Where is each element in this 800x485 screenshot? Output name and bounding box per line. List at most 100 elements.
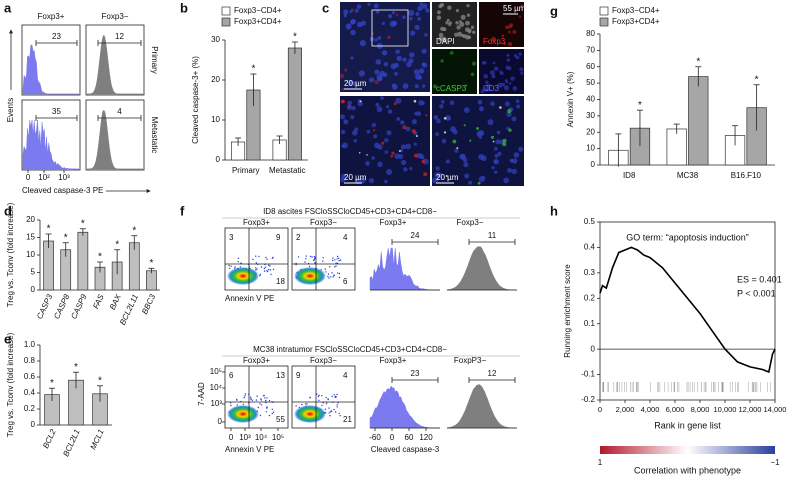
cell	[480, 155, 487, 162]
cell	[343, 14, 347, 18]
event-dot	[266, 270, 269, 273]
cell	[340, 177, 346, 183]
panel-label: f	[180, 203, 185, 218]
event-dot	[331, 272, 333, 274]
cell	[470, 25, 475, 29]
cell	[352, 81, 358, 86]
cell	[437, 10, 441, 15]
x-tick-label: BBC3	[140, 292, 157, 315]
gate-percent: 12	[488, 369, 497, 378]
cell	[421, 159, 425, 164]
x-tick-label: 0	[26, 173, 31, 182]
cell	[459, 153, 466, 160]
cell	[507, 42, 513, 47]
panel-label: d	[4, 203, 12, 218]
x-tick-label: 12,000	[739, 405, 762, 414]
dot-plot-title: Foxp3+	[243, 218, 270, 227]
event-dot	[255, 267, 257, 269]
cell	[377, 144, 383, 150]
cell	[343, 9, 349, 15]
cell	[445, 115, 451, 121]
event-dot	[264, 266, 267, 268]
cell	[417, 17, 422, 21]
event-dot	[337, 272, 339, 274]
event-dot	[272, 411, 275, 413]
group-title: MC38 intratumor FSCloSSCloCD45+CD3+CD4+C…	[253, 345, 447, 354]
event-dot	[324, 268, 326, 270]
cell	[468, 30, 471, 34]
y-tick-label: 20	[26, 215, 35, 224]
cell	[495, 139, 501, 145]
event-dot	[265, 256, 267, 259]
dot-plot-frame	[291, 227, 356, 291]
cell	[449, 21, 452, 25]
event-dot	[335, 265, 337, 267]
x-tick-label: 6,000	[666, 405, 685, 414]
histogram-frame	[85, 24, 145, 96]
cell	[519, 67, 524, 72]
legend-swatch	[221, 6, 231, 16]
cell	[445, 21, 449, 25]
histogram-shape	[22, 44, 79, 95]
cell	[409, 52, 415, 58]
cell	[493, 66, 499, 71]
cell	[414, 24, 420, 30]
cell	[402, 125, 407, 130]
cell	[381, 50, 388, 56]
event-dot	[309, 396, 311, 398]
y-tick-label: 0	[218, 417, 223, 426]
cell	[375, 102, 380, 107]
quadrant-percent: 9	[296, 371, 301, 380]
event-dot	[255, 255, 257, 257]
event-dot	[334, 266, 336, 268]
cell	[371, 156, 375, 160]
cell	[422, 84, 426, 88]
cell	[518, 52, 522, 56]
cell	[432, 84, 437, 89]
x-tick-label: 10,000	[714, 405, 737, 414]
event-dot	[335, 262, 337, 264]
legend-swatch	[221, 17, 231, 27]
cell	[436, 172, 443, 179]
cell	[503, 177, 510, 184]
event-dot	[317, 395, 320, 398]
cell	[395, 13, 399, 17]
cell	[509, 23, 513, 27]
cell	[374, 79, 379, 85]
event-dot	[336, 255, 339, 258]
density-cloud	[294, 267, 326, 285]
y-tick-label: 0.2	[24, 404, 36, 413]
cell	[438, 36, 443, 41]
cell	[350, 115, 355, 120]
y-tick-label: 30	[211, 35, 220, 44]
cell	[510, 159, 514, 163]
cell	[502, 138, 507, 143]
cell	[368, 178, 375, 184]
cell	[383, 61, 389, 67]
cell	[377, 36, 382, 40]
event-dot	[268, 268, 270, 271]
cell	[443, 117, 447, 120]
legend-label: Foxp3+CD4+	[612, 17, 660, 26]
event-dot	[327, 275, 329, 278]
significance-marker: *	[132, 225, 136, 236]
gate-percent: 35	[52, 107, 61, 116]
y-tick-label: 0.3	[584, 268, 596, 277]
x-axis-label: Annexin V PE	[225, 294, 274, 303]
y-tick-label: 10	[586, 144, 595, 153]
cell	[373, 129, 376, 132]
event-dot	[305, 258, 307, 260]
event-dot	[259, 275, 261, 277]
chart-title: GO term: “apoptosis induction”	[626, 232, 749, 242]
histogram-title: Foxp3+	[380, 356, 407, 365]
event-dot	[314, 257, 316, 259]
histogram-shape	[446, 246, 517, 291]
significance-marker: *	[47, 224, 51, 235]
y-tick-label: 0	[31, 285, 36, 294]
cell	[482, 60, 487, 65]
cell	[454, 148, 459, 153]
y-tick-label: 20	[586, 127, 595, 136]
cell	[384, 138, 389, 143]
cell	[358, 152, 361, 154]
event-dot	[328, 407, 330, 409]
